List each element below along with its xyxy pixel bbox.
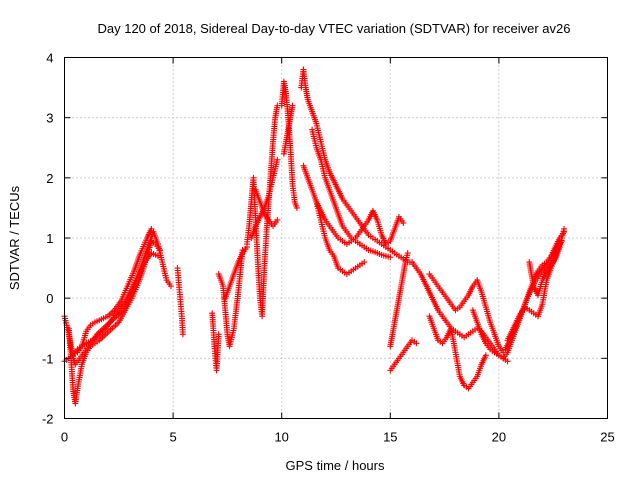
series-track-16 [309, 126, 394, 261]
data-point [495, 352, 502, 359]
series-track-8 [222, 244, 250, 302]
y-axis-label: SDTVAR / TECUs [7, 185, 22, 290]
series-track-23 [469, 307, 502, 359]
series-track-17 [313, 198, 368, 278]
data-point [561, 225, 568, 232]
data-point [404, 250, 411, 257]
axis-ticks: 0 5 10 15 20 25 -2 -1 0 1 2 3 4 [42, 51, 615, 445]
series-track-6 [209, 310, 222, 374]
x-tick-label: 15 [383, 430, 397, 445]
data-point [413, 340, 420, 347]
series-track-22 [426, 313, 489, 392]
data-point [179, 331, 186, 338]
data-point [167, 283, 174, 290]
series-track-11 [252, 186, 281, 229]
series-track-21 [426, 271, 507, 356]
y-tick-label: -2 [42, 412, 54, 427]
series-track-4 [74, 225, 155, 356]
series-track-13 [280, 102, 296, 157]
data-point [482, 352, 489, 359]
data-point [148, 225, 155, 232]
data-point [157, 247, 164, 254]
data-point [274, 156, 281, 163]
series-track-26 [504, 241, 563, 344]
series-track-12 [278, 78, 300, 211]
data-point [387, 254, 394, 261]
series-track-14 [298, 66, 416, 266]
data-point [504, 358, 511, 365]
y-tick-label: 3 [46, 111, 53, 126]
data-point [274, 216, 281, 223]
series-track-27 [526, 225, 568, 299]
data-point [215, 331, 222, 338]
chart-title: Day 120 of 2018, Sidereal Day-to-day VTE… [97, 21, 570, 36]
x-tick-label: 0 [61, 430, 68, 445]
data-points [61, 66, 568, 407]
data-point [361, 259, 368, 266]
x-axis-label: GPS time / hours [286, 458, 385, 473]
series-track-10 [248, 156, 281, 241]
data-point [154, 253, 161, 260]
x-tick-label: 10 [274, 430, 288, 445]
grid [64, 57, 608, 419]
series-track-9 [243, 102, 281, 320]
x-tick-label: 5 [169, 430, 176, 445]
x-tick-label: 25 [600, 430, 614, 445]
y-tick-label: 4 [46, 51, 53, 66]
x-tick-label: 20 [492, 430, 506, 445]
series-track-3 [65, 238, 164, 407]
series-track-18 [387, 337, 420, 374]
series-track-5 [174, 265, 186, 338]
y-tick-label: -1 [42, 351, 54, 366]
data-point [293, 204, 300, 211]
series-track-7 [215, 247, 246, 350]
data-point [289, 102, 296, 109]
series-track-19 [387, 250, 411, 350]
data-point [400, 219, 407, 226]
series-track-20 [409, 259, 511, 365]
y-tick-label: 1 [46, 231, 53, 246]
y-tick-label: 0 [46, 291, 53, 306]
y-tick-label: 2 [46, 171, 53, 186]
